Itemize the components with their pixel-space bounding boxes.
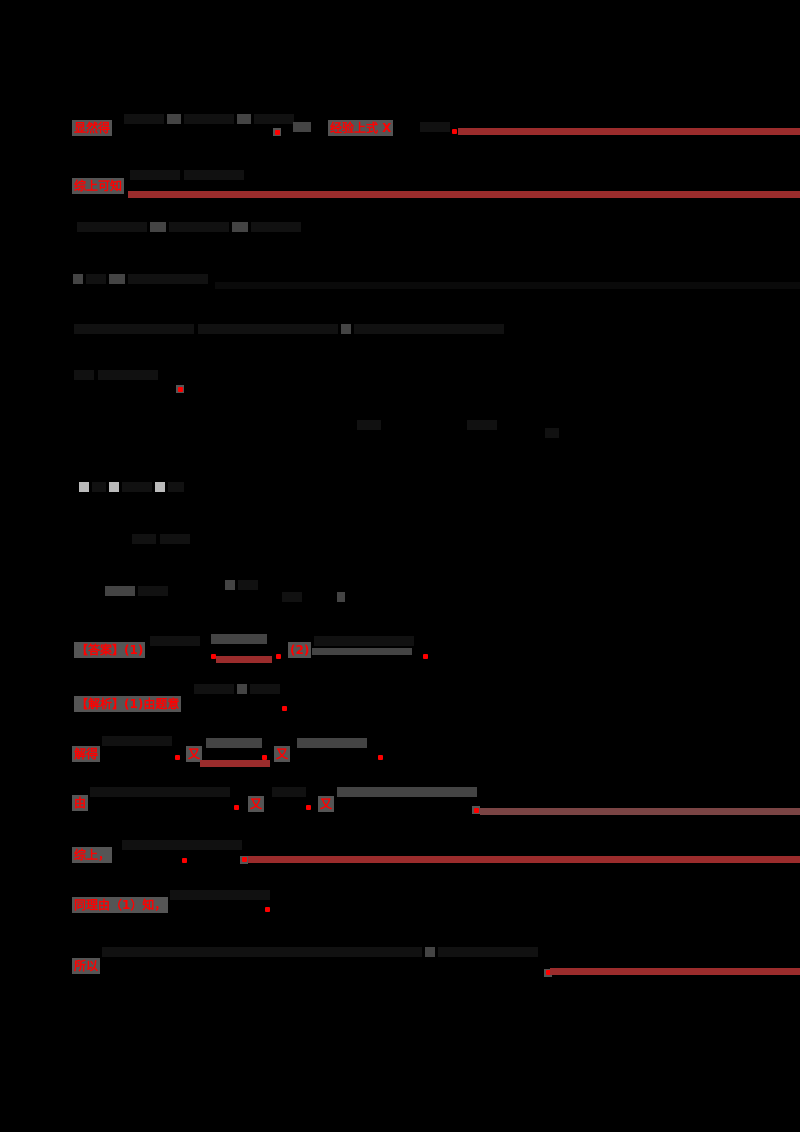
label-answer-1: 【答案】(1): [74, 642, 146, 658]
end-dot-icon: [234, 805, 239, 810]
end-dot-icon: [282, 706, 287, 711]
math-formula: [224, 578, 260, 594]
label-solve: 解得: [72, 746, 101, 762]
end-dot-icon: [378, 755, 383, 760]
math-formula: [78, 480, 186, 496]
end-dot-icon: [306, 805, 311, 810]
math-formula: [100, 945, 540, 961]
label-also-1: 又: [186, 746, 203, 762]
label-analysis: 【解析】(1)由题意: [74, 696, 182, 712]
math-formula: [418, 120, 452, 136]
math-formula: [88, 785, 232, 801]
label-from: 由: [72, 795, 89, 811]
label-in-summary: 综上可知: [72, 178, 125, 194]
underline: [312, 648, 412, 655]
math-formula: [75, 220, 303, 236]
math-formula: [148, 634, 202, 650]
end-dot-icon: [178, 387, 183, 392]
label-similarly: 同理由（1）知，: [72, 897, 169, 913]
end-dot-icon: [275, 130, 280, 135]
math-formula: [312, 634, 416, 650]
math-formula: [130, 532, 192, 548]
math-formula: [543, 426, 561, 442]
label-therefore: 所以: [72, 958, 101, 974]
math-formula: [270, 785, 308, 801]
end-dot-icon: [276, 654, 281, 659]
end-dot-icon: [262, 755, 267, 760]
math-formula: [120, 838, 244, 854]
math-formula: [465, 418, 499, 434]
underline: [550, 968, 800, 975]
end-dot-icon: [546, 970, 551, 975]
math-formula: [100, 734, 174, 750]
label-in-conclusion: 综上，: [72, 847, 113, 863]
math-formula: [104, 584, 170, 600]
math-formula: [210, 632, 268, 648]
underline: [128, 191, 800, 198]
underline: [458, 128, 800, 135]
underline: [215, 282, 800, 289]
label-also-3: 又: [248, 796, 265, 812]
math-formula: [128, 168, 246, 184]
math-formula: [72, 272, 210, 288]
label-also-2: 又: [274, 746, 291, 762]
end-dot-icon: [452, 129, 457, 134]
end-dot-icon: [423, 654, 428, 659]
label-obviously: 显然得: [72, 120, 113, 136]
underline: [480, 808, 800, 815]
math-formula: [336, 590, 346, 606]
math-formula: [72, 368, 160, 384]
math-formula: [122, 112, 296, 128]
math-formula: [355, 418, 383, 434]
end-dot-icon: [474, 808, 479, 813]
end-dot-icon: [242, 857, 247, 862]
label-answer-2: (2): [288, 642, 312, 658]
math-formula: [292, 120, 312, 136]
label-verify: 经验上式 X: [328, 120, 394, 136]
math-formula: [280, 590, 304, 606]
end-dot-icon: [175, 755, 180, 760]
end-dot-icon: [265, 907, 270, 912]
math-formula: [296, 736, 368, 752]
underline: [200, 760, 270, 767]
underline: [216, 656, 272, 663]
math-formula: [192, 682, 282, 698]
math-formula: [168, 888, 272, 904]
math-formula: [72, 322, 506, 338]
math-formula: [336, 785, 478, 801]
label-also-4: 又: [318, 796, 335, 812]
underline: [248, 856, 800, 863]
end-dot-icon: [211, 654, 216, 659]
math-formula: [205, 736, 263, 752]
end-dot-icon: [182, 858, 187, 863]
